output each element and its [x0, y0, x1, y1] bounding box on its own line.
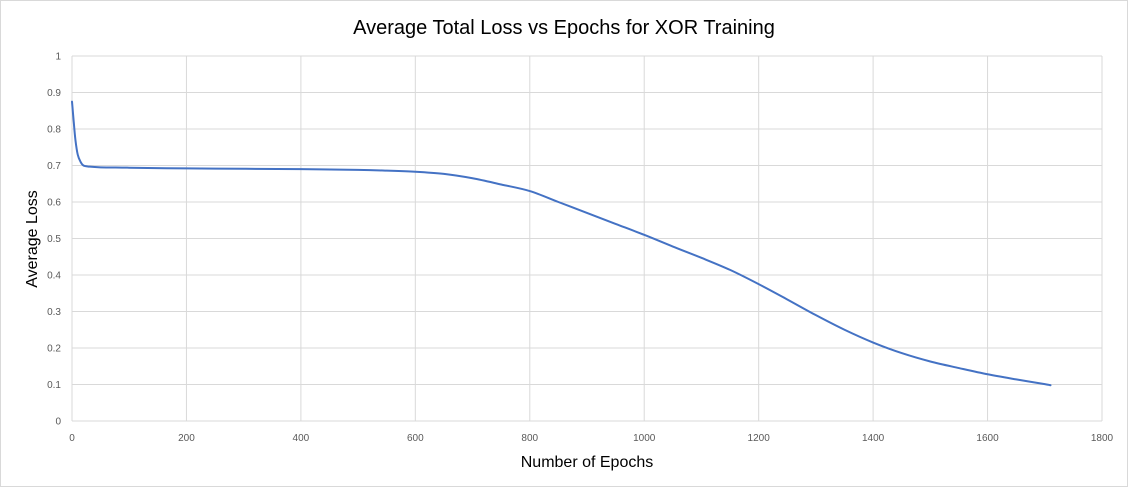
y-tick-label: 0.3: [47, 307, 61, 318]
x-axis-title: Number of Epochs: [521, 454, 654, 471]
x-tick-label: 1600: [976, 433, 999, 444]
chart-title: Average Total Loss vs Epochs for XOR Tra…: [353, 17, 775, 39]
y-tick-label: 1: [55, 52, 61, 63]
series-layer: [71, 100, 1052, 387]
axis-layer: [71, 56, 1102, 422]
grid-layer: [72, 55, 1103, 421]
y-tick-label: 0.9: [47, 88, 61, 99]
x-tick-label: 200: [178, 433, 195, 444]
y-tick-label: 0.1: [47, 380, 61, 391]
x-tick-label: 400: [293, 433, 310, 444]
y-tick-label: 0.4: [47, 271, 61, 282]
x-tick-label: 1000: [633, 433, 656, 444]
y-axis-title: Average Loss: [24, 190, 41, 288]
x-tick-label: 1800: [1091, 433, 1114, 444]
x-tick-label: 1400: [862, 433, 885, 444]
y-tick-label: 0.7: [47, 161, 61, 172]
series-line-0: [71, 100, 1052, 387]
y-tick-label: 0.8: [47, 125, 61, 136]
y-tick-label: 0.5: [47, 234, 61, 245]
x-tick-label: 800: [521, 433, 538, 444]
x-tick-label: 600: [407, 433, 424, 444]
tick-layer: 0 0.1 0.2 0.3 0.4 0.5 0.6 0.7 0.8 0.9 1 0 200 400 600 8…: [47, 52, 1113, 445]
y-tick-label: 0.2: [47, 344, 61, 355]
x-tick-label: 0: [69, 433, 75, 444]
x-tick-label: 1200: [748, 433, 771, 444]
y-tick-label: 0.6: [47, 198, 61, 209]
y-tick-label: 0: [55, 417, 61, 428]
